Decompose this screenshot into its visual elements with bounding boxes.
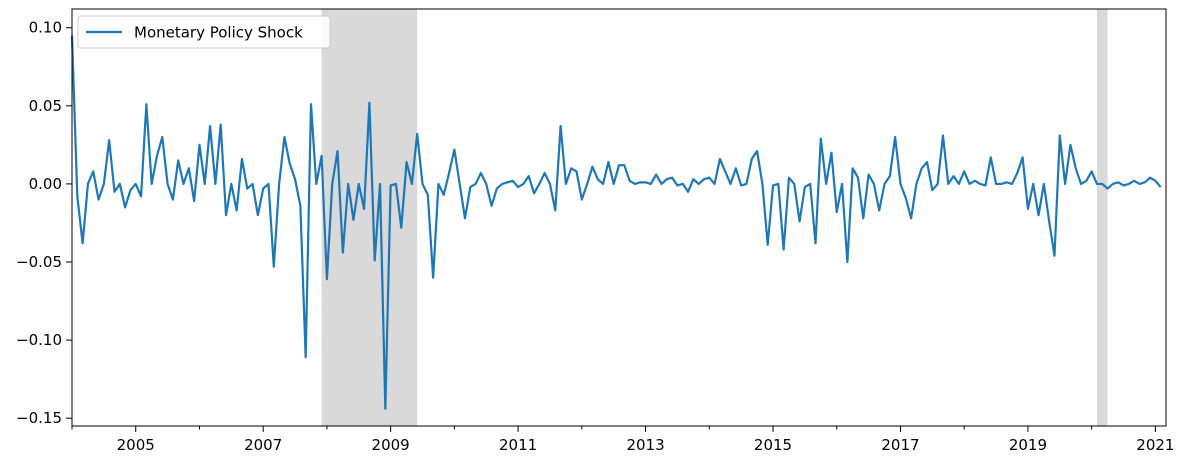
plot-frame — [71, 8, 1167, 427]
axes — [71, 8, 1167, 427]
y-tick-label: 0.05 — [29, 97, 62, 115]
x-tick-label: 2017 — [881, 436, 919, 454]
x-tick-label: 2015 — [754, 436, 792, 454]
x-tick-label: 2011 — [499, 436, 537, 454]
x-tick-label: 2021 — [1136, 436, 1174, 454]
x-axis-ticks: 2005 2007 2009 2011 2013 2015 2017 2019 2021 — [71, 426, 1174, 454]
y-axis-ticks: 0.10 0.05 0.00 −0.05 −0.10 −0.15 — [16, 19, 72, 427]
y-tick-label: −0.15 — [16, 409, 62, 427]
series-lines — [70, 35, 1162, 410]
y-tick-label: −0.10 — [16, 331, 62, 349]
recession-bands — [321, 9, 1108, 426]
x-tick-label: 2009 — [372, 436, 410, 454]
y-tick-label: −0.05 — [16, 253, 62, 271]
recession-band-1 — [1096, 9, 1108, 426]
x-tick-label: 2013 — [626, 436, 664, 454]
legend-label: Monetary Policy Shock — [134, 24, 303, 42]
y-tick-label: 0.10 — [29, 19, 62, 37]
y-tick-label: 0.00 — [29, 175, 62, 193]
x-tick-label: 2019 — [1009, 436, 1047, 454]
x-tick-label: 2005 — [117, 436, 155, 454]
series-line-0 — [70, 35, 1162, 410]
legend: Monetary Policy Shock — [77, 15, 331, 49]
x-tick-label: 2007 — [244, 436, 282, 454]
legend-box — [77, 15, 331, 49]
